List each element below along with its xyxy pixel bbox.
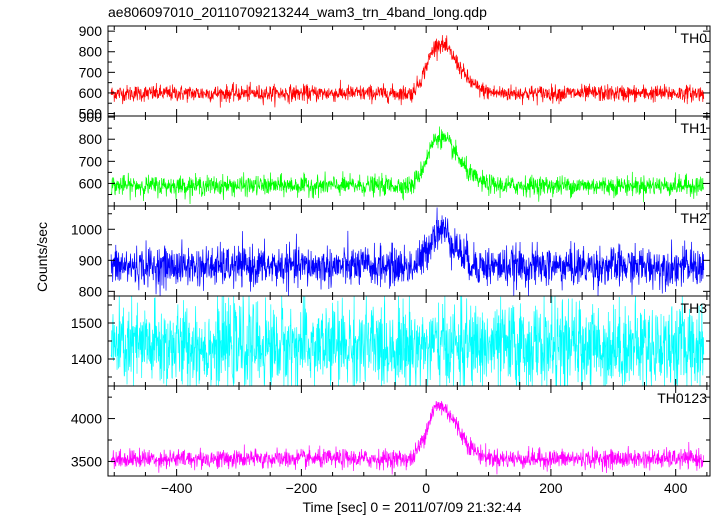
series-line-th2	[110, 207, 705, 296]
y-tick-label: 900	[79, 109, 103, 125]
y-tick-label: 3500	[71, 453, 102, 469]
y-tick-label: 700	[79, 64, 103, 80]
series-line-th1	[110, 126, 705, 204]
y-tick-label: 1000	[71, 221, 102, 237]
y-tick-label: 1500	[71, 315, 102, 331]
y-axis-label: Counts/sec	[34, 222, 50, 292]
panel-frame	[107, 385, 711, 477]
chart-title: ae806097010_20110709213244_wam3_trn_4ban…	[108, 4, 487, 20]
x-tick-label: −400	[161, 480, 193, 496]
panel-label-th1: TH1	[681, 120, 708, 136]
y-tick-label: 1400	[71, 351, 102, 367]
y-tick-label: 500	[79, 106, 103, 122]
series-line-th0	[110, 35, 705, 108]
panel-label-th2: TH2	[681, 210, 708, 226]
y-tick-label: 700	[79, 153, 103, 169]
panel-label-th0123: TH0123	[657, 390, 707, 406]
panels-layer: 500 600 700 800 900 TH0 600 700 800 900 TH1 800 900 1…	[71, 23, 711, 477]
series-line-th3	[110, 296, 705, 386]
y-tick-label: 900	[79, 252, 103, 268]
y-tick-label: 600	[79, 175, 103, 191]
panel-th1: 600 700 800 900 TH1	[79, 109, 711, 207]
panel-label-th3: TH3	[681, 300, 708, 316]
x-tick-label: 400	[664, 480, 688, 496]
panel-th0: 500 600 700 800 900 TH0	[79, 23, 711, 122]
panel-th0123: 3500 4000 TH0123	[71, 385, 711, 477]
x-axis: −400 −200 0 200 400	[161, 480, 688, 496]
y-tick-label: 800	[79, 283, 103, 299]
panel-frame	[107, 25, 711, 117]
panel-label-th0: TH0	[681, 30, 708, 46]
y-tick-label: 800	[79, 131, 103, 147]
x-tick-label: 0	[422, 480, 430, 496]
panel-th3: 1400 1500 TH3	[71, 295, 711, 387]
y-tick-label: 600	[79, 85, 103, 101]
y-tick-label: 900	[79, 23, 103, 39]
series-line-th0123	[110, 400, 705, 475]
panel-th2: 800 900 1000 TH2	[71, 205, 711, 299]
x-tick-label: −200	[286, 480, 318, 496]
y-tick-label: 4000	[71, 411, 102, 427]
y-tick-label: 800	[79, 44, 103, 60]
x-tick-label: 200	[539, 480, 563, 496]
x-axis-label: Time [sec] 0 = 2011/07/09 21:32:44	[302, 499, 521, 515]
